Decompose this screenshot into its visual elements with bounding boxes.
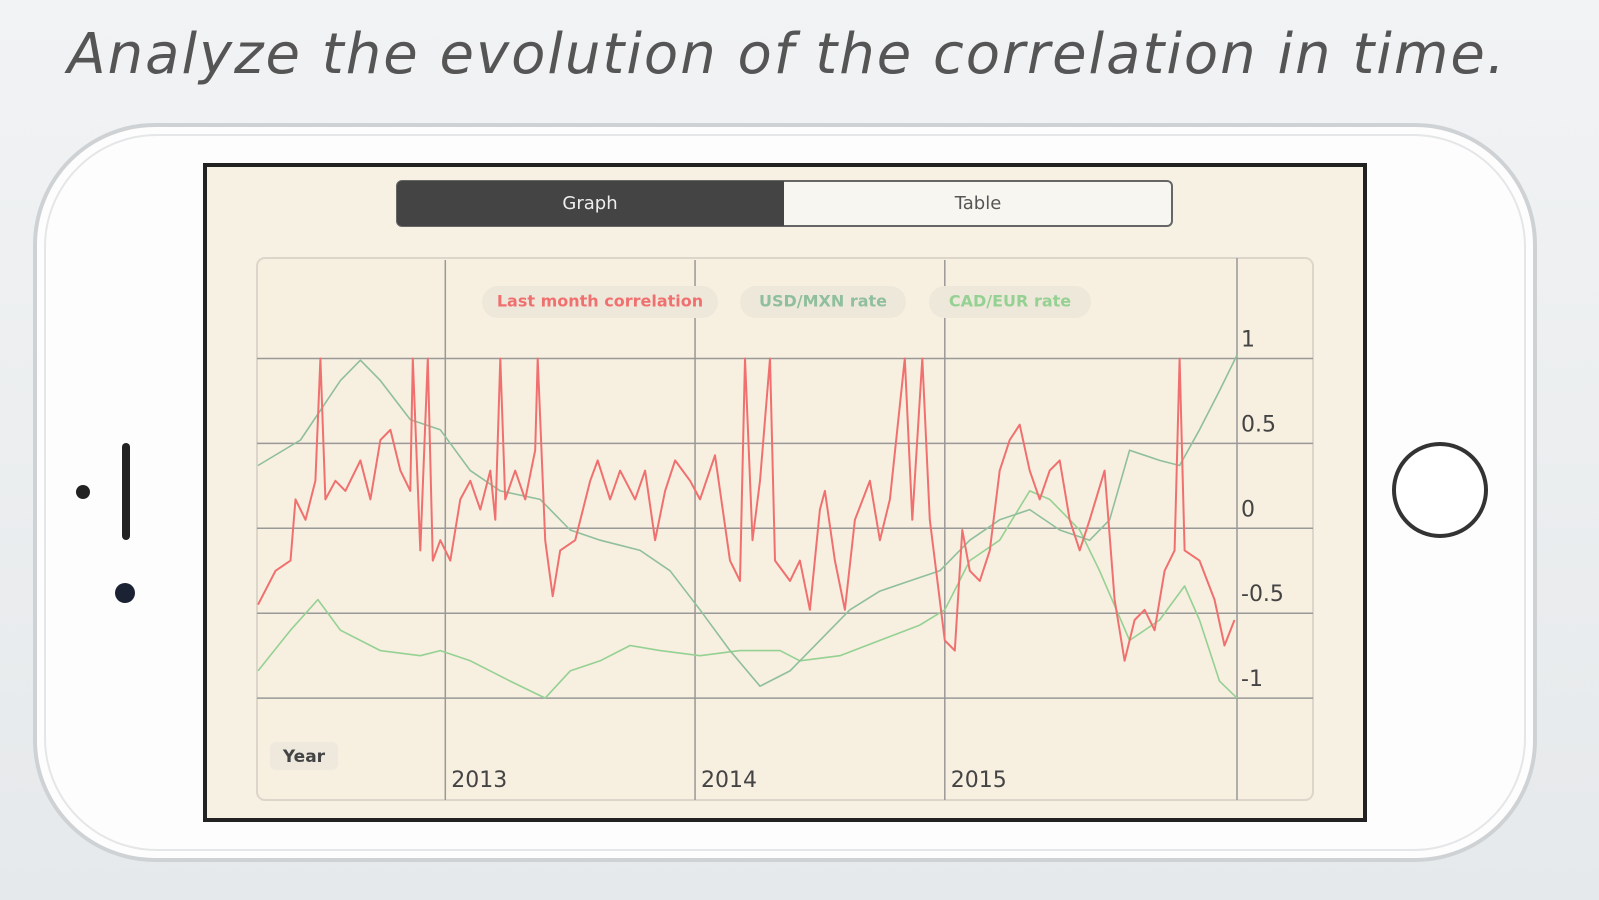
legend-pill — [740, 286, 906, 318]
chart: 1 0.5 0 -0.5 -1 2013 2014 2015 Last month correl… — [257, 260, 1313, 800]
legend-label: CAD/EUR rate — [949, 292, 1071, 311]
y-tick-label: 1 — [1241, 327, 1255, 352]
legend-pill — [482, 286, 718, 318]
x-axis-label: Year — [282, 747, 326, 767]
y-tick-label: 0.5 — [1241, 412, 1276, 437]
legend-label: USD/MXN rate — [759, 292, 887, 311]
sensor — [76, 485, 90, 499]
y-tick-label: -1 — [1241, 667, 1263, 692]
home-button[interactable] — [1392, 442, 1488, 538]
series-line — [257, 357, 1236, 662]
camera — [115, 583, 135, 603]
speaker — [122, 443, 130, 540]
x-label-badge — [270, 742, 338, 770]
x-tick-label: 2013 — [451, 768, 507, 793]
tab-label[interactable]: Table — [954, 193, 1002, 214]
legend-pill — [929, 286, 1091, 318]
y-tick-label: -0.5 — [1241, 582, 1284, 607]
x-tick-label: 2015 — [951, 768, 1007, 793]
tab-selected[interactable] — [397, 181, 784, 226]
phone-bezel — [44, 134, 1526, 851]
legend-label: Last month correlation — [497, 292, 703, 311]
headline: Analyze the evolution of the correlation… — [64, 22, 1506, 87]
x-tick-label: 2014 — [701, 768, 757, 793]
tab-label[interactable]: Graph — [562, 193, 617, 214]
y-tick-label: 0 — [1241, 497, 1255, 522]
